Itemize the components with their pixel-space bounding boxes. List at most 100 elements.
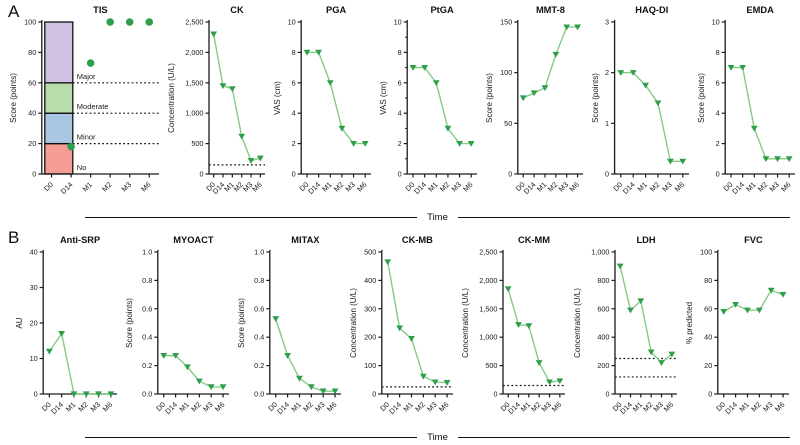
svg-text:D14: D14 xyxy=(275,400,291,416)
svg-text:2,500: 2,500 xyxy=(185,18,203,27)
time-axis-label: Time xyxy=(427,432,448,443)
chart-fvc: 0 20 40 60 80 100 D0 D14 M1 M2 M3 M6% predicted FVC xyxy=(684,230,796,430)
svg-text:Concentration (U/L): Concentration (U/L) xyxy=(461,288,470,358)
svg-text:1,000: 1,000 xyxy=(591,248,609,257)
svg-text:TIS: TIS xyxy=(93,5,107,15)
svg-text:100: 100 xyxy=(24,18,36,27)
chart-mmt8: 0 50 100 150 D0 D14 M1 M2 M3 M6 Score (points) MMT-… xyxy=(484,0,590,210)
svg-text:60: 60 xyxy=(28,78,36,87)
svg-text:Minor: Minor xyxy=(77,133,96,142)
svg-text:D0: D0 xyxy=(42,180,55,193)
svg-text:CK-MM: CK-MM xyxy=(518,235,550,245)
svg-text:D14: D14 xyxy=(49,400,65,416)
svg-text:1: 1 xyxy=(605,119,609,128)
svg-text:M6: M6 xyxy=(779,180,793,194)
svg-text:Anti-SRP: Anti-SRP xyxy=(60,235,100,245)
svg-text:0: 0 xyxy=(32,170,36,179)
chart-ptga: 0 2 4 6 8 10 D0 D14 M1 M2 M3 M6 VAS (cm) PtGA xyxy=(378,0,484,210)
svg-text:M2: M2 xyxy=(100,180,114,194)
svg-text:10: 10 xyxy=(394,18,402,27)
svg-text:60: 60 xyxy=(704,304,712,313)
svg-text:1,500: 1,500 xyxy=(479,304,497,313)
svg-text:2,000: 2,000 xyxy=(479,276,497,285)
svg-text:600: 600 xyxy=(597,304,609,313)
time-axis-line xyxy=(457,217,791,218)
chart-svg-tis: No Minor Moderate Major 0 20 40 60 80 100 D0 D14 M1 M… xyxy=(9,5,159,196)
time-axis-line xyxy=(85,437,418,438)
row-a-charts: No Minor Moderate Major 0 20 40 60 80 100 D0 D14 M1 M… xyxy=(8,0,800,210)
svg-text:0: 0 xyxy=(199,170,203,179)
svg-text:M3: M3 xyxy=(120,180,134,194)
svg-text:MITAX: MITAX xyxy=(291,235,320,245)
svg-text:20: 20 xyxy=(30,319,38,328)
svg-text:M6: M6 xyxy=(550,400,564,414)
svg-text:MYOACT: MYOACT xyxy=(173,235,214,245)
chart-svg-ckmb: 0100200300400500D0D14M1M2M3M6Concentrati… xyxy=(349,235,453,416)
svg-text:2: 2 xyxy=(292,139,296,148)
svg-text:0.6: 0.6 xyxy=(254,304,264,313)
svg-text:Concentration (U/L): Concentration (U/L) xyxy=(573,288,582,358)
svg-text:30: 30 xyxy=(30,283,38,292)
svg-text:200: 200 xyxy=(597,361,609,370)
svg-text:0: 0 xyxy=(605,170,609,179)
svg-text:80: 80 xyxy=(28,48,36,57)
svg-text:800: 800 xyxy=(597,276,609,285)
svg-text:20: 20 xyxy=(28,139,36,148)
svg-text:Major: Major xyxy=(77,72,96,81)
chart-emda: 0 2 4 6 8 10 D0 D14 M1 M2 M3 M6 Score (points) EMDA xyxy=(696,0,800,210)
svg-text:10: 10 xyxy=(30,354,38,363)
svg-text:M1: M1 xyxy=(81,180,95,194)
svg-text:100: 100 xyxy=(500,68,512,77)
svg-text:M6: M6 xyxy=(662,400,676,414)
svg-text:8: 8 xyxy=(292,48,296,57)
time-axis-line xyxy=(457,437,791,438)
chart-svg-ck: 05001,0001,5002,0002,500D0D14M1M2M3M6Con… xyxy=(167,5,265,196)
svg-text:40: 40 xyxy=(704,333,712,342)
svg-text:20: 20 xyxy=(704,361,712,370)
svg-text:500: 500 xyxy=(485,361,497,370)
time-axis-row-b: Time xyxy=(85,432,791,443)
svg-text:100: 100 xyxy=(364,361,376,370)
svg-text:200: 200 xyxy=(364,333,376,342)
chart-svg-ldh: 02004006008001,000D0D14M1M2M3M6Concentra… xyxy=(573,235,677,416)
svg-text:150: 150 xyxy=(500,18,512,27)
chart-ck: 0 500 1,000 1,500 2,000 2,500 D0 D14 M1 M2 M3 M6 Con… xyxy=(166,0,272,210)
chart-tis: No Minor Moderate Major 0 20 40 60 80 100 D0 D14 M1 M… xyxy=(8,0,166,210)
svg-text:0: 0 xyxy=(493,390,497,399)
svg-text:D14: D14 xyxy=(163,400,179,416)
svg-text:0.4: 0.4 xyxy=(254,333,264,342)
svg-text:1,500: 1,500 xyxy=(185,78,203,87)
svg-text:Score (points): Score (points) xyxy=(9,73,18,123)
panel-b-label: B xyxy=(8,228,20,247)
chart-ckmb: 0 100 200 300 400 500 D0 D14 M1 M2 M3 M6 Concentrati… xyxy=(348,230,460,430)
time-axis-row-a: Time xyxy=(85,212,791,223)
svg-text:0: 0 xyxy=(708,390,712,399)
svg-text:1.0: 1.0 xyxy=(142,248,152,257)
chart-haqdi: 0 1 2 3 D0 D14 M1 M2 M3 M6 Score (points) HAQ-DI xyxy=(590,0,696,210)
chart-myoact: 0.0 0.2 0.4 0.6 0.8 1.0 D0 D14 M1 M2 M3 M6 Score (po… xyxy=(124,230,236,430)
svg-text:400: 400 xyxy=(364,276,376,285)
svg-text:EMDA: EMDA xyxy=(746,5,774,15)
svg-text:2,500: 2,500 xyxy=(479,248,497,257)
svg-text:VAS (cm): VAS (cm) xyxy=(379,81,388,115)
svg-text:1.0: 1.0 xyxy=(254,248,264,257)
svg-text:% predicted: % predicted xyxy=(685,302,694,344)
svg-text:AU: AU xyxy=(15,317,24,328)
panel-a-label: A xyxy=(8,2,20,21)
svg-text:HAQ-DI: HAQ-DI xyxy=(635,5,668,15)
svg-text:VAS (cm): VAS (cm) xyxy=(273,81,282,115)
chart-ckmm: 0 500 1,000 1,500 2,000 2,500 D0 D14 M1 M2 M3 M6 Con… xyxy=(460,230,572,430)
svg-text:0.4: 0.4 xyxy=(142,333,152,342)
svg-text:6: 6 xyxy=(716,78,720,87)
row-b-charts: 0 10 20 30 40 D0 D14 M1 M2 M3 M6 AU Anti-SRP 0.0 0.2 0… xyxy=(14,230,796,430)
svg-text:4: 4 xyxy=(398,109,402,118)
svg-text:D14: D14 xyxy=(723,400,739,416)
svg-text:6: 6 xyxy=(292,78,296,87)
svg-text:MMT-8: MMT-8 xyxy=(536,5,565,15)
